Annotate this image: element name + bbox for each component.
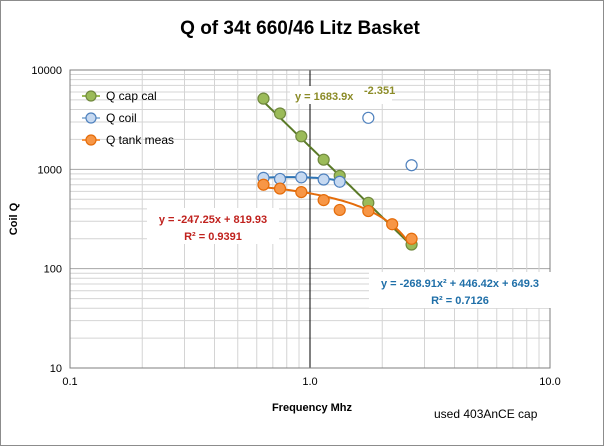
y-tick-label: 10: [50, 363, 62, 375]
data-point: [362, 111, 375, 124]
trendline-equation: y = 1683.9x: [295, 91, 354, 103]
legend-label: Q coil: [106, 111, 137, 125]
x-tick-label: 1.0: [302, 376, 317, 388]
trendline-equation-exponent: -2.351: [364, 85, 395, 97]
data-point: [295, 185, 308, 199]
x-tick-label: 0.1: [62, 376, 77, 388]
y-tick-label: 10000: [31, 65, 62, 77]
data-point: [405, 232, 418, 245]
trendline: [262, 100, 413, 247]
data-point: [405, 159, 418, 172]
legend-label: Q tank meas: [106, 133, 174, 147]
data-point: [295, 171, 308, 184]
legend-marker: [85, 112, 97, 124]
trendline-r-squared: R² = 0.7126: [431, 295, 489, 307]
plot-border: [69, 69, 551, 369]
data-point: [317, 194, 330, 207]
data-point: [273, 107, 287, 120]
data-point: [317, 153, 330, 166]
data-point: [295, 130, 308, 143]
legend: Q cap cal Q coil Q tank meas: [82, 89, 174, 147]
data-point: [317, 173, 330, 186]
data-point: [333, 203, 346, 217]
trendline-equation: y = -247.25x + 819.93: [159, 214, 267, 226]
data-point: [333, 175, 346, 188]
data-point: [273, 182, 287, 195]
trendline-equation: y = -268.91x² + 446.42x + 649.3: [381, 278, 539, 290]
y-tick-label: 1000: [38, 164, 62, 176]
equation-box: [290, 86, 392, 104]
x-axis-label: Frequency Mhz: [272, 402, 353, 414]
trendline: [263, 186, 413, 248]
legend-marker: [85, 134, 97, 146]
plot-area: [69, 69, 551, 369]
y-tick-label: 100: [44, 264, 62, 276]
data-point: [362, 204, 375, 218]
equation-box: [147, 208, 279, 244]
data-point: [257, 92, 270, 105]
trendline-r-squared: R² = 0.9391: [184, 231, 242, 243]
data-point: [386, 218, 399, 231]
legend-marker: [85, 90, 97, 102]
y-axis-label: Coil Q: [8, 202, 20, 235]
equation-box: [369, 272, 551, 308]
legend-label: Q cap cal: [106, 89, 157, 103]
x-tick-label: 10.0: [539, 376, 560, 388]
data-point: [257, 178, 270, 191]
chart-title: Q of 34t 660/46 Litz Basket: [180, 18, 420, 39]
footnote: used 403AnCE cap: [434, 407, 538, 421]
